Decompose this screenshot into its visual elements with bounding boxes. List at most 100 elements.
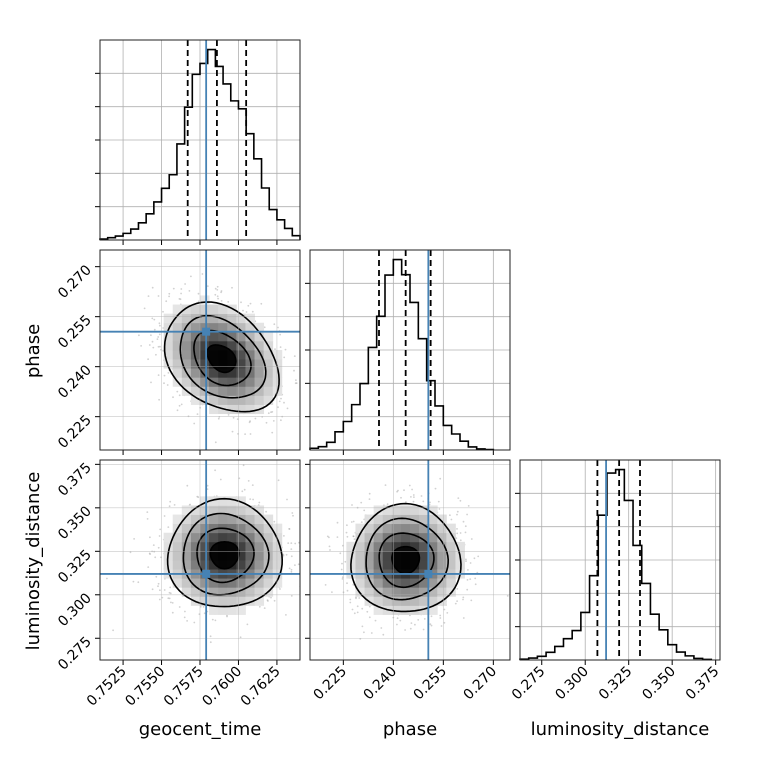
density-cell — [410, 587, 420, 597]
grid-layer — [100, 40, 720, 660]
scatter-point — [423, 618, 426, 620]
scatter-point — [336, 536, 339, 538]
density-cell — [263, 514, 274, 525]
scatter-point — [151, 286, 154, 289]
scatter-point — [462, 598, 464, 601]
density-cell — [163, 359, 174, 369]
scatter-point — [301, 576, 303, 578]
scatter-point — [190, 275, 192, 278]
scatter-point — [459, 499, 462, 502]
density-cell — [209, 523, 219, 534]
scatter-point — [270, 596, 272, 599]
scatter-point — [183, 616, 186, 619]
scatter-point — [273, 323, 276, 326]
density-cell — [200, 596, 210, 606]
scatter-point — [459, 539, 462, 542]
density-cell — [218, 377, 228, 387]
density-cell — [400, 605, 411, 615]
density-cell — [400, 532, 411, 543]
density-cell — [200, 340, 210, 351]
density-cell — [373, 550, 384, 561]
scatter-point — [266, 599, 269, 601]
density-cell — [218, 322, 228, 333]
scatter-point — [150, 381, 152, 384]
scatter-point — [149, 553, 152, 555]
panel-frame-geocent-time-geocent-time — [99, 39, 301, 241]
x-axis-label-phase: phase — [383, 719, 437, 740]
density-cell — [172, 350, 183, 360]
scatter-point — [242, 464, 245, 467]
scatter-point — [283, 401, 285, 404]
density-cell — [254, 532, 265, 543]
panel-frame-luminosity-distance-geocent-time — [99, 459, 301, 661]
contour-luminosity-distance-vs-phase-0 — [391, 545, 421, 575]
scatter-point — [263, 607, 266, 609]
scatter-point — [474, 577, 477, 580]
density-cell — [346, 550, 356, 561]
scatter-point — [397, 489, 399, 492]
density-cell — [400, 523, 411, 534]
density-cell — [245, 386, 255, 396]
truth-marker-luminosity-distance-vs-phase — [424, 569, 433, 578]
density-cell — [172, 340, 183, 351]
density-cell — [419, 532, 429, 543]
density-cell — [200, 322, 210, 333]
density-cell — [209, 313, 219, 324]
scatter-point — [462, 520, 465, 523]
density-cell — [227, 368, 237, 378]
tick-label-x-geocent-time-1: 0.7550 — [122, 664, 168, 710]
scatter-point — [351, 608, 354, 611]
density-cell — [245, 350, 255, 360]
scatter-point — [214, 441, 217, 444]
density-cell — [236, 313, 246, 324]
density-cell — [254, 541, 265, 552]
scatter-point — [214, 293, 217, 296]
scatter-point — [506, 595, 509, 597]
scatter-point — [292, 514, 294, 517]
tick-label-x-phase-3: 0.270 — [460, 664, 500, 704]
density-cell — [254, 350, 265, 360]
density-cell — [272, 560, 283, 570]
y-axis-label-luminosity-distance: luminosity_distance — [23, 472, 44, 651]
scatter-point — [232, 416, 235, 419]
scatter-point — [280, 397, 282, 400]
density-cell — [245, 505, 255, 515]
scatter-point — [170, 601, 172, 604]
scatter-point — [193, 422, 196, 425]
scatter-point — [203, 612, 206, 615]
density-cell — [437, 560, 447, 570]
scatter-point — [176, 409, 179, 412]
density-cell — [272, 377, 283, 387]
density-cell — [245, 596, 255, 606]
density-cell — [245, 377, 255, 387]
scatter-point — [361, 607, 364, 610]
scatter-point — [186, 484, 189, 487]
scatter-point — [216, 285, 219, 288]
scatter-point — [439, 617, 442, 619]
density-cell — [263, 350, 274, 360]
density-cell — [172, 322, 183, 333]
density-cell — [245, 550, 255, 561]
density-cell — [227, 587, 237, 597]
scatter-point — [304, 399, 306, 401]
density-cell — [428, 505, 438, 515]
scatter-point — [329, 549, 331, 551]
scatter-point — [197, 292, 200, 295]
density-cell — [355, 550, 365, 561]
scatter-point — [356, 605, 359, 608]
scatter-point — [143, 307, 146, 310]
density-cell — [236, 578, 246, 588]
scatter-point — [277, 326, 279, 329]
scatter-point — [336, 521, 339, 524]
scatter-point — [286, 498, 288, 501]
density-cell — [218, 331, 228, 342]
density-cell — [245, 514, 255, 525]
scatter-point — [245, 311, 248, 313]
density-cell — [437, 550, 447, 561]
scatter-point — [129, 551, 132, 554]
density-cell — [263, 377, 274, 387]
scatter-point — [267, 600, 269, 602]
density-cell — [254, 331, 265, 342]
scatter-point — [456, 600, 458, 602]
density-cell — [227, 496, 237, 506]
